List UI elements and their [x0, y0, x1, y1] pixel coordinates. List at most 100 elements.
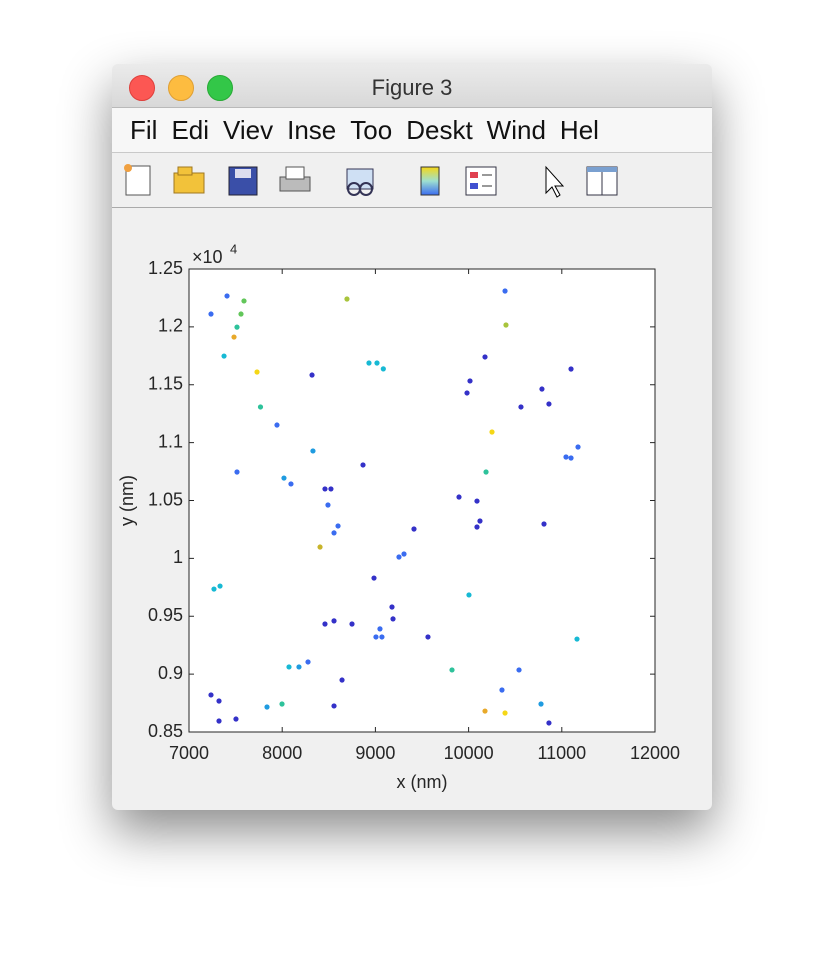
scatter-point: [216, 698, 222, 704]
scatter-point: [238, 311, 244, 317]
scatter-point: [466, 592, 472, 598]
scatter-point: [233, 716, 239, 722]
scatter-point: [344, 296, 350, 302]
scatter-point: [371, 575, 377, 581]
menu-item[interactable]: Viev: [223, 114, 274, 145]
colorbar-icon[interactable]: [420, 166, 440, 196]
scatter-point: [286, 664, 292, 670]
y-tick-label: 1.25: [148, 258, 183, 278]
menu-item[interactable]: Too: [350, 114, 393, 145]
scatter-point: [335, 523, 341, 529]
title-bar: Figure 3: [112, 64, 712, 108]
scatter-point: [477, 518, 483, 524]
y-tick-label: 0.85: [148, 721, 183, 741]
scatter-point: [379, 634, 385, 640]
scatter-point: [574, 636, 580, 642]
scatter-point: [208, 311, 214, 317]
scatter-point: [541, 521, 547, 527]
scatter-point: [217, 583, 223, 589]
close-button[interactable]: [129, 75, 155, 101]
scatter-point: [456, 494, 462, 500]
y-tick-label: 1: [173, 547, 183, 567]
x-tick-label: 7000: [169, 743, 209, 763]
x-axis-label: x (nm): [397, 772, 448, 792]
link-icon[interactable]: [346, 168, 374, 196]
y-tick-label: 1.1: [158, 431, 183, 451]
scatter-point: [489, 429, 495, 435]
menu-bar: Fil Edi Viev Inse Too Deskt Wind Hel: [112, 108, 712, 153]
scatter-point: [516, 667, 522, 673]
scatter-point: [325, 502, 331, 508]
scatter-point: [449, 667, 455, 673]
menu-item[interactable]: Wind: [486, 114, 546, 145]
chart: 7000 8000 9000 10000 11000 12000 0.85 0.9 0.95 1 1…: [117, 241, 680, 792]
open-icon[interactable]: [173, 166, 205, 194]
scatter-point: [377, 626, 383, 632]
scatter-point: [546, 720, 552, 726]
toolbar: [112, 153, 712, 208]
x-tick-label: 9000: [355, 743, 395, 763]
scatter-point: [317, 544, 323, 550]
scatter-point: [221, 353, 227, 359]
scatter-point: [216, 718, 222, 724]
scatter-point: [305, 659, 311, 665]
scatter-point: [568, 366, 574, 372]
menu-item[interactable]: Edi: [171, 114, 210, 145]
figure-window: Figure 3 Fil Edi Viev Inse Too Deskt Wind Hel 7…: [112, 64, 712, 810]
scatter-point: [241, 298, 247, 304]
scatter-point: [474, 524, 480, 530]
scatter-point: [224, 293, 230, 299]
y-tick-label: 1.15: [148, 374, 183, 394]
property-icon[interactable]: [586, 166, 618, 196]
scatter-point: [234, 469, 240, 475]
save-icon[interactable]: [228, 166, 258, 196]
scatter-point: [467, 378, 473, 384]
scatter-point: [339, 677, 345, 683]
y-axis-label: y (nm): [117, 475, 137, 526]
pointer-icon[interactable]: [545, 165, 565, 198]
legend-icon[interactable]: [465, 166, 497, 196]
zoom-button[interactable]: [207, 75, 233, 101]
scatter-point: [274, 422, 280, 428]
new-icon[interactable]: [124, 164, 151, 196]
scatter-point: [499, 687, 505, 693]
scatter-point: [482, 354, 488, 360]
scatter-point: [396, 554, 402, 560]
scatter-point: [380, 366, 386, 372]
scatter-point: [425, 634, 431, 640]
scatter-point: [546, 401, 552, 407]
x-tick-label: 11000: [537, 743, 586, 763]
scatter-point: [390, 616, 396, 622]
y-tick-label: 0.95: [148, 605, 183, 625]
scatter-point: [309, 372, 315, 378]
scatter-point: [575, 444, 581, 450]
scatter-point: [483, 469, 489, 475]
window-title: Figure 3: [371, 75, 453, 100]
menu-item[interactable]: Fil: [130, 114, 158, 145]
scatter-point: [502, 288, 508, 294]
y-exponent: 4: [230, 241, 237, 256]
scatter-point: [360, 462, 366, 468]
minimize-button[interactable]: [168, 75, 194, 101]
scatter-point: [254, 369, 260, 375]
scatter-point: [411, 526, 417, 532]
print-icon[interactable]: [279, 166, 311, 192]
scatter-point: [374, 360, 380, 366]
scatter-point: [349, 621, 355, 627]
scatter-point: [331, 703, 337, 709]
menu-item[interactable]: Deskt: [406, 114, 473, 145]
toolbar-icons: [124, 164, 618, 198]
menu-item[interactable]: Inse: [287, 114, 337, 145]
scatter-point: [281, 475, 287, 481]
x-tick-label: 12000: [630, 743, 680, 763]
menu-item[interactable]: Hel: [559, 114, 599, 145]
scatter-point: [518, 404, 524, 410]
scatter-point: [211, 586, 217, 592]
scatter-point: [568, 455, 574, 461]
scatter-point: [503, 322, 509, 328]
x-tick-label: 10000: [444, 743, 494, 763]
scatter-point: [234, 324, 240, 330]
scatter-point: [563, 454, 569, 460]
scatter-point: [538, 701, 544, 707]
y-exponent-base: ×10: [192, 247, 223, 267]
